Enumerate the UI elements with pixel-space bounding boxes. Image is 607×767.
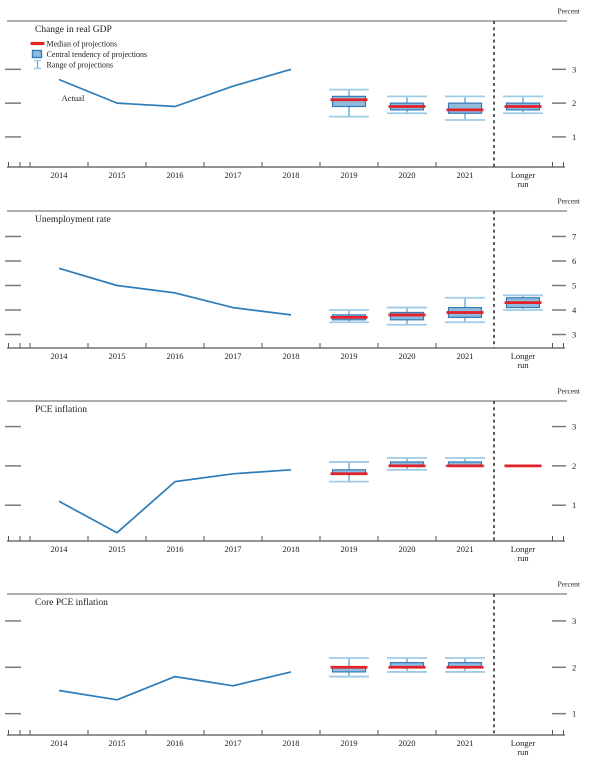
- percent-label: Percent: [558, 197, 581, 206]
- actual-data-line: [58, 68, 292, 108]
- y-tick-label: 3: [572, 422, 576, 432]
- year-label: 2017: [225, 351, 242, 361]
- y-tick-label: 4: [572, 305, 577, 315]
- actual-data-line: [58, 671, 292, 701]
- panel-title: Change in real GDP: [35, 25, 112, 35]
- percent-label: Percent: [558, 580, 581, 589]
- year-label: 2018: [283, 351, 300, 361]
- central-tendency-swatch: [31, 49, 43, 59]
- actual-data-line: [58, 267, 292, 316]
- y-tick-label: 1: [572, 132, 576, 142]
- year-label: 2019: [341, 170, 358, 180]
- year-label: 2020: [399, 351, 416, 361]
- y-tick-label: 3: [572, 330, 576, 340]
- longer-run-label: run: [517, 747, 529, 757]
- percent-label: Percent: [558, 7, 581, 16]
- year-label: 2018: [283, 738, 300, 748]
- year-label: 2015: [109, 170, 126, 180]
- year-label: 2018: [283, 544, 300, 554]
- year-label: 2021: [457, 170, 474, 180]
- year-label: 2014: [51, 544, 69, 554]
- year-label: 2017: [225, 170, 242, 180]
- y-tick-label: 7: [572, 231, 576, 241]
- panel-title: Core PCE inflation: [35, 597, 108, 608]
- longer-run-label: run: [517, 553, 529, 563]
- longer-run-label: Longer: [511, 351, 536, 361]
- year-label: 2014: [51, 738, 69, 748]
- year-label: 2016: [167, 351, 184, 361]
- panel-title: Unemployment rate: [35, 215, 111, 225]
- y-tick-label: 3: [572, 616, 576, 626]
- longer-run-label: Longer: [511, 170, 536, 180]
- year-label: 2020: [399, 544, 416, 554]
- longer-run-label: Longer: [511, 544, 536, 554]
- year-label: 2018: [283, 170, 300, 180]
- year-label: 2017: [225, 738, 242, 748]
- longer-run-label: run: [517, 360, 529, 370]
- longer-run-label: run: [517, 179, 529, 189]
- legend-item-label: Central tendency of projections: [47, 50, 148, 59]
- year-label: 2014: [51, 170, 69, 180]
- year-label: 2015: [109, 351, 126, 361]
- y-tick-label: 1: [572, 500, 576, 510]
- y-tick-label: 6: [572, 256, 576, 266]
- y-tick-label: 1: [572, 709, 576, 719]
- year-label: 2015: [109, 544, 126, 554]
- y-tick-label: 2: [572, 461, 576, 471]
- y-tick-label: 2: [572, 662, 576, 672]
- year-label: 2019: [341, 351, 358, 361]
- year-label: 2015: [109, 738, 126, 748]
- legend-item-label: Median of projections: [47, 39, 118, 48]
- actual-line-label: Actual: [62, 93, 85, 103]
- legend-item-label: Range of projections: [47, 60, 114, 69]
- y-tick-label: 5: [572, 281, 576, 291]
- year-label: 2020: [399, 738, 416, 748]
- actual-data-line: [58, 468, 292, 534]
- central-tendency-box: [447, 102, 483, 114]
- y-tick-label: 3: [572, 64, 576, 74]
- panel-title: PCE inflation: [35, 404, 87, 415]
- year-label: 2021: [457, 544, 474, 554]
- year-label: 2020: [399, 170, 416, 180]
- y-tick-label: 2: [572, 98, 576, 108]
- percent-label: Percent: [558, 387, 581, 396]
- year-label: 2016: [167, 170, 184, 180]
- year-label: 2019: [341, 544, 358, 554]
- longer-run-label: Longer: [511, 738, 536, 748]
- year-label: 2014: [51, 351, 69, 361]
- year-label: 2016: [167, 738, 184, 748]
- year-label: 2019: [341, 738, 358, 748]
- year-label: 2021: [457, 351, 474, 361]
- central-tendency-box: [331, 95, 367, 108]
- year-label: 2021: [457, 738, 474, 748]
- year-label: 2017: [225, 544, 242, 554]
- year-label: 2016: [167, 544, 184, 554]
